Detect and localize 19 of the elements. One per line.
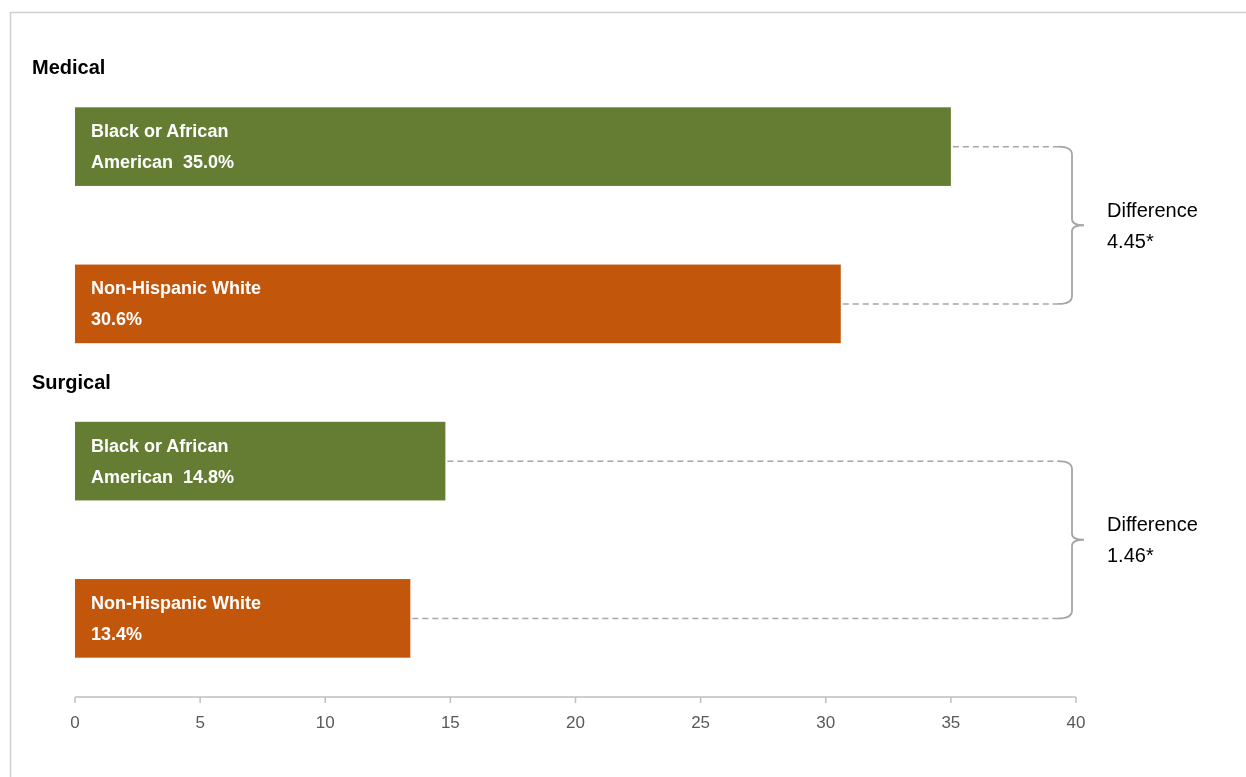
text: Black or African American 14.8% <box>91 435 235 487</box>
x-tick-label: 5 <box>195 712 205 732</box>
x-tick-label: 30 <box>816 712 836 732</box>
y-tick-label: Surgical <box>32 370 111 393</box>
x-tick-label: 35 <box>941 712 961 732</box>
x-tick-label: 0 <box>70 712 80 732</box>
text: Black or African American 35.0% <box>91 121 235 173</box>
x-tick-label: 25 <box>691 712 711 732</box>
x-tick-label: 20 <box>566 712 585 732</box>
x-tick-label: 15 <box>440 712 460 732</box>
x-tick-label: 10 <box>315 712 335 732</box>
y-tick-label: Medical <box>32 56 106 79</box>
text: Non-Hispanic White <box>91 592 261 613</box>
text: Difference 4.45* <box>1107 198 1198 252</box>
data-label: 30.6% <box>91 309 143 330</box>
x-tick-label: 40 <box>1066 712 1086 732</box>
data-label: 13.4% <box>91 623 143 644</box>
series-label: Non-Hispanic White <box>91 278 261 299</box>
text: Difference 1.46* <box>1107 513 1198 567</box>
